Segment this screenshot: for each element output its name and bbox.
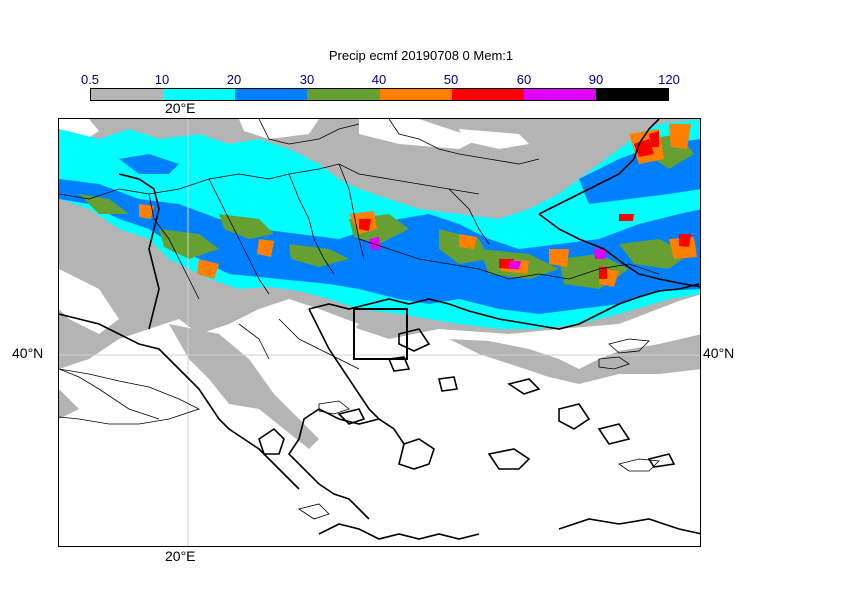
colorbar-label: 20 bbox=[226, 72, 242, 87]
colorbar bbox=[90, 88, 669, 101]
map-title: Precip ecmf 20190708 0 Mem:1 bbox=[328, 48, 514, 63]
colorbar-segment bbox=[451, 89, 524, 100]
colorbar-segment bbox=[163, 89, 236, 100]
colorbar-label: 10 bbox=[154, 72, 170, 87]
graticule bbox=[59, 119, 700, 546]
colorbar-segment bbox=[91, 89, 164, 100]
lat-label-right: 40°N bbox=[703, 345, 735, 361]
coastlines bbox=[59, 119, 700, 540]
precip-magenta-layer bbox=[369, 237, 607, 269]
colorbar-label: 120 bbox=[658, 72, 680, 87]
colorbar-segment bbox=[307, 89, 380, 100]
country-borders bbox=[59, 119, 660, 425]
lon-label-bottom: 20°E bbox=[165, 548, 196, 564]
colorbar-label: 60 bbox=[516, 72, 532, 87]
colorbar-label: 0.5 bbox=[80, 72, 100, 87]
region-box bbox=[353, 308, 408, 360]
precip-map bbox=[58, 118, 701, 547]
precip-field bbox=[59, 119, 700, 546]
colorbar-segment bbox=[523, 89, 596, 100]
colorbar-label: 50 bbox=[443, 72, 459, 87]
colorbar-label: 30 bbox=[299, 72, 315, 87]
precip-red-layer bbox=[359, 131, 691, 279]
colorbar-label: 40 bbox=[371, 72, 387, 87]
colorbar-segment bbox=[379, 89, 452, 100]
lat-label-left: 40°N bbox=[12, 345, 44, 361]
colorbar-segment bbox=[235, 89, 308, 100]
colorbar-label: 90 bbox=[588, 72, 604, 87]
lon-label-top: 20°E bbox=[165, 100, 196, 116]
colorbar-segment bbox=[595, 89, 668, 100]
